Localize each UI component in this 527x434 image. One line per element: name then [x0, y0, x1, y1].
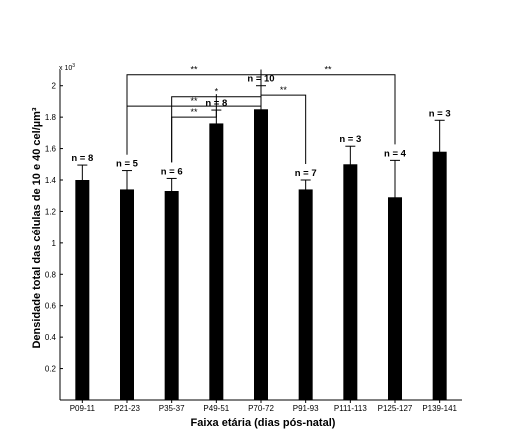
significance-label: **: [324, 65, 332, 75]
y-tick-label: 0.8: [45, 270, 57, 279]
y-multiplier-base: x 10: [59, 65, 72, 72]
significance-bracket: [260, 69, 307, 164]
x-axis-title: Faixa etária (dias pós-natal): [191, 417, 336, 429]
significance-bracket: [171, 94, 217, 163]
significance-label: **: [190, 96, 198, 106]
y-axis-title: Densidade total das células de 10 e 40 c…: [31, 107, 43, 348]
n-label: n = 4: [384, 148, 407, 159]
bar: [388, 197, 402, 400]
x-tick-label: P111-113: [334, 404, 367, 413]
y-tick-label: 1.8: [45, 113, 57, 122]
bar: [298, 189, 313, 400]
x-tick-label: P70-72: [248, 404, 274, 413]
bar: [120, 189, 134, 400]
x-tick-label: P139-141: [422, 404, 457, 413]
y-tick-label: 0.4: [45, 333, 57, 342]
significance-bracket: [260, 69, 396, 145]
bar: [164, 191, 179, 400]
y-tick-label: 2: [52, 82, 57, 91]
x-tick-label: P09-11: [70, 404, 96, 413]
n-label: n = 6: [161, 166, 183, 177]
bar: [209, 123, 224, 400]
y-tick-label: 1: [52, 239, 57, 248]
y-tick-label: 1.4: [45, 176, 57, 185]
y-multiplier: x 103: [59, 63, 75, 72]
x-tick-label: P35-37: [159, 404, 185, 413]
y-tick-label: 1.2: [45, 207, 57, 216]
x-tick-label: P49-51: [203, 404, 229, 413]
n-label: n = 5: [116, 159, 139, 170]
n-label: n = 8: [205, 98, 227, 109]
y-tick-label: 0.2: [45, 365, 57, 374]
bar: [75, 180, 90, 400]
significance-label: **: [280, 85, 288, 95]
x-tick-label: P125-127: [378, 404, 413, 413]
bar: [343, 164, 358, 400]
n-label: n = 3: [339, 134, 361, 145]
x-tick-label: P21-23: [114, 404, 140, 413]
significance-label: **: [190, 107, 198, 117]
n-label: n = 10: [247, 74, 274, 85]
n-label: n = 7: [295, 168, 317, 179]
bar: [254, 109, 268, 401]
y-tick-label: 1.6: [45, 145, 57, 154]
x-tick-label: P91-93: [293, 404, 319, 413]
significance-label: *: [215, 87, 219, 97]
significance-label: **: [190, 65, 198, 75]
y-multiplier-exponent: 3: [72, 63, 75, 69]
n-label: n = 8: [71, 153, 93, 164]
y-tick-label: 0.6: [45, 302, 57, 311]
n-label: n = 3: [429, 108, 451, 119]
bar: [432, 151, 447, 400]
